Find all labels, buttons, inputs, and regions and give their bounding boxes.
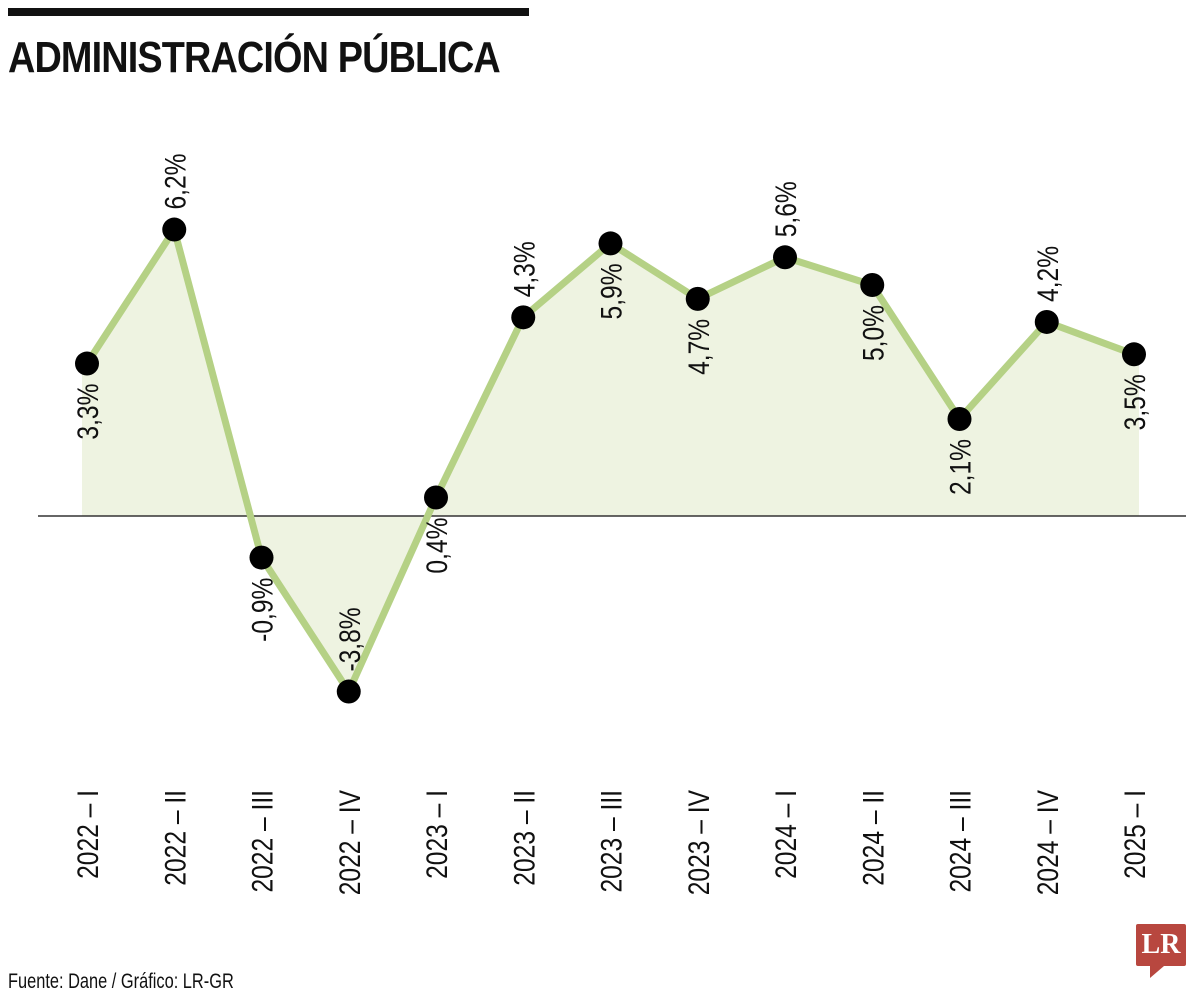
category-label: 2023 – III	[594, 790, 628, 893]
data-point	[947, 406, 972, 431]
value-label: 4,7%	[681, 319, 715, 375]
data-point	[162, 217, 187, 242]
data-point	[249, 545, 274, 570]
value-label: 4,2%	[1030, 246, 1064, 302]
source-note: Fuente: Dane / Gráfico: LR-GR	[8, 970, 234, 993]
value-label: 0,4%	[420, 518, 454, 574]
value-label: 5,6%	[769, 181, 803, 237]
area-fill	[82, 229, 1139, 692]
data-point	[1034, 309, 1059, 334]
lr-logo: LR	[1136, 924, 1186, 978]
category-label: 2023 – IV	[681, 789, 715, 895]
area-layer	[82, 229, 1139, 692]
category-label: 2022 – III	[245, 790, 279, 893]
category-label-layer: 2022 – I 2022 – II 2022 – III 2022 – IV 2023…	[71, 789, 1152, 895]
logo-tail	[1150, 966, 1164, 978]
value-label: 6,2%	[158, 154, 192, 210]
value-label: -0,9%	[245, 578, 279, 642]
data-point	[860, 273, 885, 297]
data-point	[424, 485, 448, 510]
category-label: 2024 – III	[943, 790, 977, 893]
category-label: 2022 – IV	[332, 789, 366, 895]
logo-box	[1136, 924, 1186, 966]
chart-title: ADMINISTRACIÓN PÚBLICA	[8, 33, 501, 82]
category-label: 2024 – IV	[1030, 789, 1064, 895]
category-label: 2023 – II	[507, 790, 541, 886]
value-label: 3,5%	[1118, 374, 1152, 430]
value-label: -3,8%	[332, 607, 366, 671]
category-label: 2022 – I	[71, 790, 105, 879]
data-point	[336, 679, 361, 704]
logo-text: LR	[1141, 929, 1181, 960]
marker-layer	[75, 217, 1146, 704]
value-label-layer: 3,3% 6,2% -0,9% -3,8% 0,4% 4,3% 5,9% 4,7% 5,6% 5,…	[71, 154, 1152, 672]
category-label: 2025 – I	[1118, 790, 1152, 879]
value-label: 4,3%	[507, 241, 541, 297]
category-label: 2023 – I	[420, 790, 454, 879]
data-point	[685, 286, 710, 311]
data-point	[1122, 342, 1146, 367]
category-label: 2024 – I	[769, 790, 803, 879]
data-point	[773, 245, 797, 270]
category-label: 2022 – II	[158, 790, 192, 886]
category-label: 2024 – II	[856, 790, 890, 886]
value-label: 5,9%	[594, 263, 628, 319]
value-label: 2,1%	[943, 439, 977, 495]
data-point	[75, 351, 99, 376]
top-rule	[8, 8, 529, 16]
data-point	[511, 305, 536, 330]
data-point	[598, 231, 623, 256]
value-label: 3,3%	[71, 384, 105, 440]
value-label: 5,0%	[856, 305, 890, 361]
